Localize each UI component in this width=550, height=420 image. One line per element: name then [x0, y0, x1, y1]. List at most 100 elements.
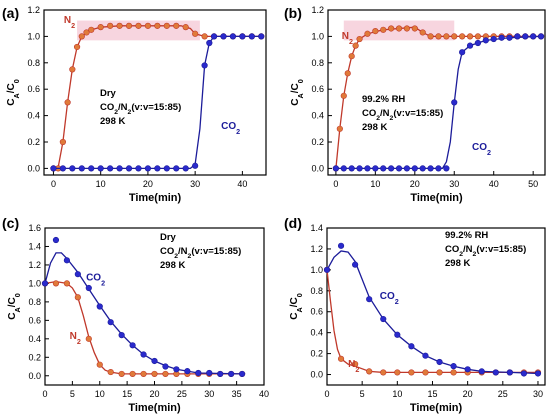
chart-panel-a: 0 10 20 30 40 0.0 0.2 0.4 0.6 0.8 1.0 1.2 Time(min) C… [2, 5, 267, 204]
data-point-co2 [195, 369, 202, 377]
data-point-co2 [248, 33, 255, 40]
annotation-line: CO2/N2(v:v=15:85) [362, 108, 443, 122]
x-tick-label: 30 [190, 179, 200, 189]
y-tick-label: 0.4 [27, 111, 40, 121]
data-point-n2 [395, 25, 403, 32]
data-point-co2 [97, 165, 104, 172]
data-point-n2 [140, 370, 147, 378]
data-point-n2 [388, 25, 395, 32]
x-tick-label: 0 [42, 389, 47, 399]
series-label-n2: N2 [70, 331, 81, 346]
x-tick-label: 5 [70, 389, 75, 399]
data-point-co2 [118, 332, 125, 339]
data-point-n2 [135, 22, 142, 29]
panel-label: (d) [284, 215, 302, 231]
data-point-n2 [118, 370, 125, 378]
data-point-co2 [258, 33, 265, 40]
data-point-n2 [336, 125, 343, 132]
x-tick-label: 0 [51, 179, 56, 189]
annotation-line: CO2/N2(v:v=15:85) [100, 102, 181, 116]
data-point-n2 [352, 360, 359, 368]
data-point-co2 [206, 369, 213, 377]
annotation-line: 298 K [362, 122, 387, 133]
series-line-co2 [326, 250, 539, 375]
data-point-co2 [85, 284, 92, 292]
data-point-co2 [443, 165, 450, 172]
data-point-n2 [380, 26, 387, 33]
data-point-co2 [506, 34, 513, 41]
data-point-co2 [151, 357, 158, 365]
series-label-co2: CO2 [380, 291, 399, 306]
data-point-co2 [459, 49, 466, 56]
data-point-n2 [380, 369, 387, 376]
data-point-n2 [97, 24, 104, 31]
data-point-co2 [366, 296, 373, 303]
data-point-co2 [74, 271, 81, 278]
data-point-n2 [162, 370, 169, 378]
x-tick-label: 20 [149, 389, 159, 399]
y-tick-label: 0.8 [310, 286, 323, 296]
y-tick-label: 0.6 [310, 307, 323, 317]
series-label-n2: N2 [342, 31, 353, 46]
y-tick-label: 1.2 [310, 244, 323, 254]
data-point-n2 [52, 280, 60, 287]
data-point-n2 [73, 43, 81, 51]
data-point-co2 [88, 165, 95, 172]
data-point-n2 [427, 33, 434, 40]
data-point-n2 [366, 368, 373, 375]
y-tick-label: 1.0 [28, 278, 41, 288]
data-point-co2 [380, 165, 387, 172]
data-point-co2 [522, 33, 529, 40]
x-tick-label: 30 [533, 389, 543, 399]
data-point-co2 [220, 33, 227, 40]
x-axis-label: Time(min) [129, 192, 182, 204]
data-point-n2 [107, 368, 114, 376]
y-tick-label: 1.0 [310, 265, 323, 275]
series-label-co2: CO2 [86, 273, 105, 288]
annotation-line: CO2/N2(v:v=15:85) [160, 246, 241, 260]
y-tick-label: 0.4 [310, 328, 323, 338]
data-point-co2 [332, 165, 339, 172]
data-point-n2 [182, 24, 189, 31]
data-point-n2 [408, 369, 415, 376]
data-point-co2 [388, 165, 395, 172]
data-point-co2 [69, 165, 76, 172]
y-tick-label: 0.2 [28, 352, 41, 362]
annotation-line: 298 K [445, 258, 470, 269]
data-point-co2 [427, 165, 434, 172]
y-axis-label: CA/C0 [7, 293, 22, 319]
data-point-co2 [394, 331, 401, 338]
x-tick-label: 30 [204, 389, 214, 399]
y-tick-label: 0.8 [27, 58, 40, 68]
x-tick-label: 25 [177, 389, 187, 399]
data-point-n2 [364, 30, 371, 37]
data-point-n2 [69, 66, 76, 73]
data-point-n2 [74, 294, 81, 301]
data-point-co2 [490, 35, 497, 43]
data-point-n2 [436, 369, 443, 376]
data-point-n2 [85, 335, 92, 342]
annotation-line: 298 K [100, 116, 125, 127]
y-tick-label: 0.2 [311, 137, 324, 147]
data-point-n2 [88, 26, 95, 33]
data-point-n2 [151, 370, 158, 378]
data-point-co2 [107, 165, 114, 172]
data-point-n2 [403, 25, 411, 32]
data-point-co2 [96, 303, 103, 310]
data-point-co2 [229, 33, 237, 40]
data-point-n2 [192, 30, 199, 37]
data-point-n2 [340, 92, 347, 99]
data-point-co2 [154, 165, 161, 172]
data-point-co2 [534, 370, 542, 377]
data-point-co2 [492, 369, 499, 376]
data-point-co2 [530, 33, 537, 40]
data-point-co2 [323, 266, 331, 273]
data-point-n2 [337, 355, 345, 362]
x-tick-label: 10 [96, 179, 106, 189]
data-point-n2 [356, 35, 363, 43]
data-point-co2 [162, 363, 169, 370]
y-axis-label: CA/C0 [289, 293, 304, 319]
data-point-co2 [52, 236, 60, 244]
data-point-co2 [372, 165, 379, 172]
y-tick-label: 0.0 [27, 163, 40, 173]
